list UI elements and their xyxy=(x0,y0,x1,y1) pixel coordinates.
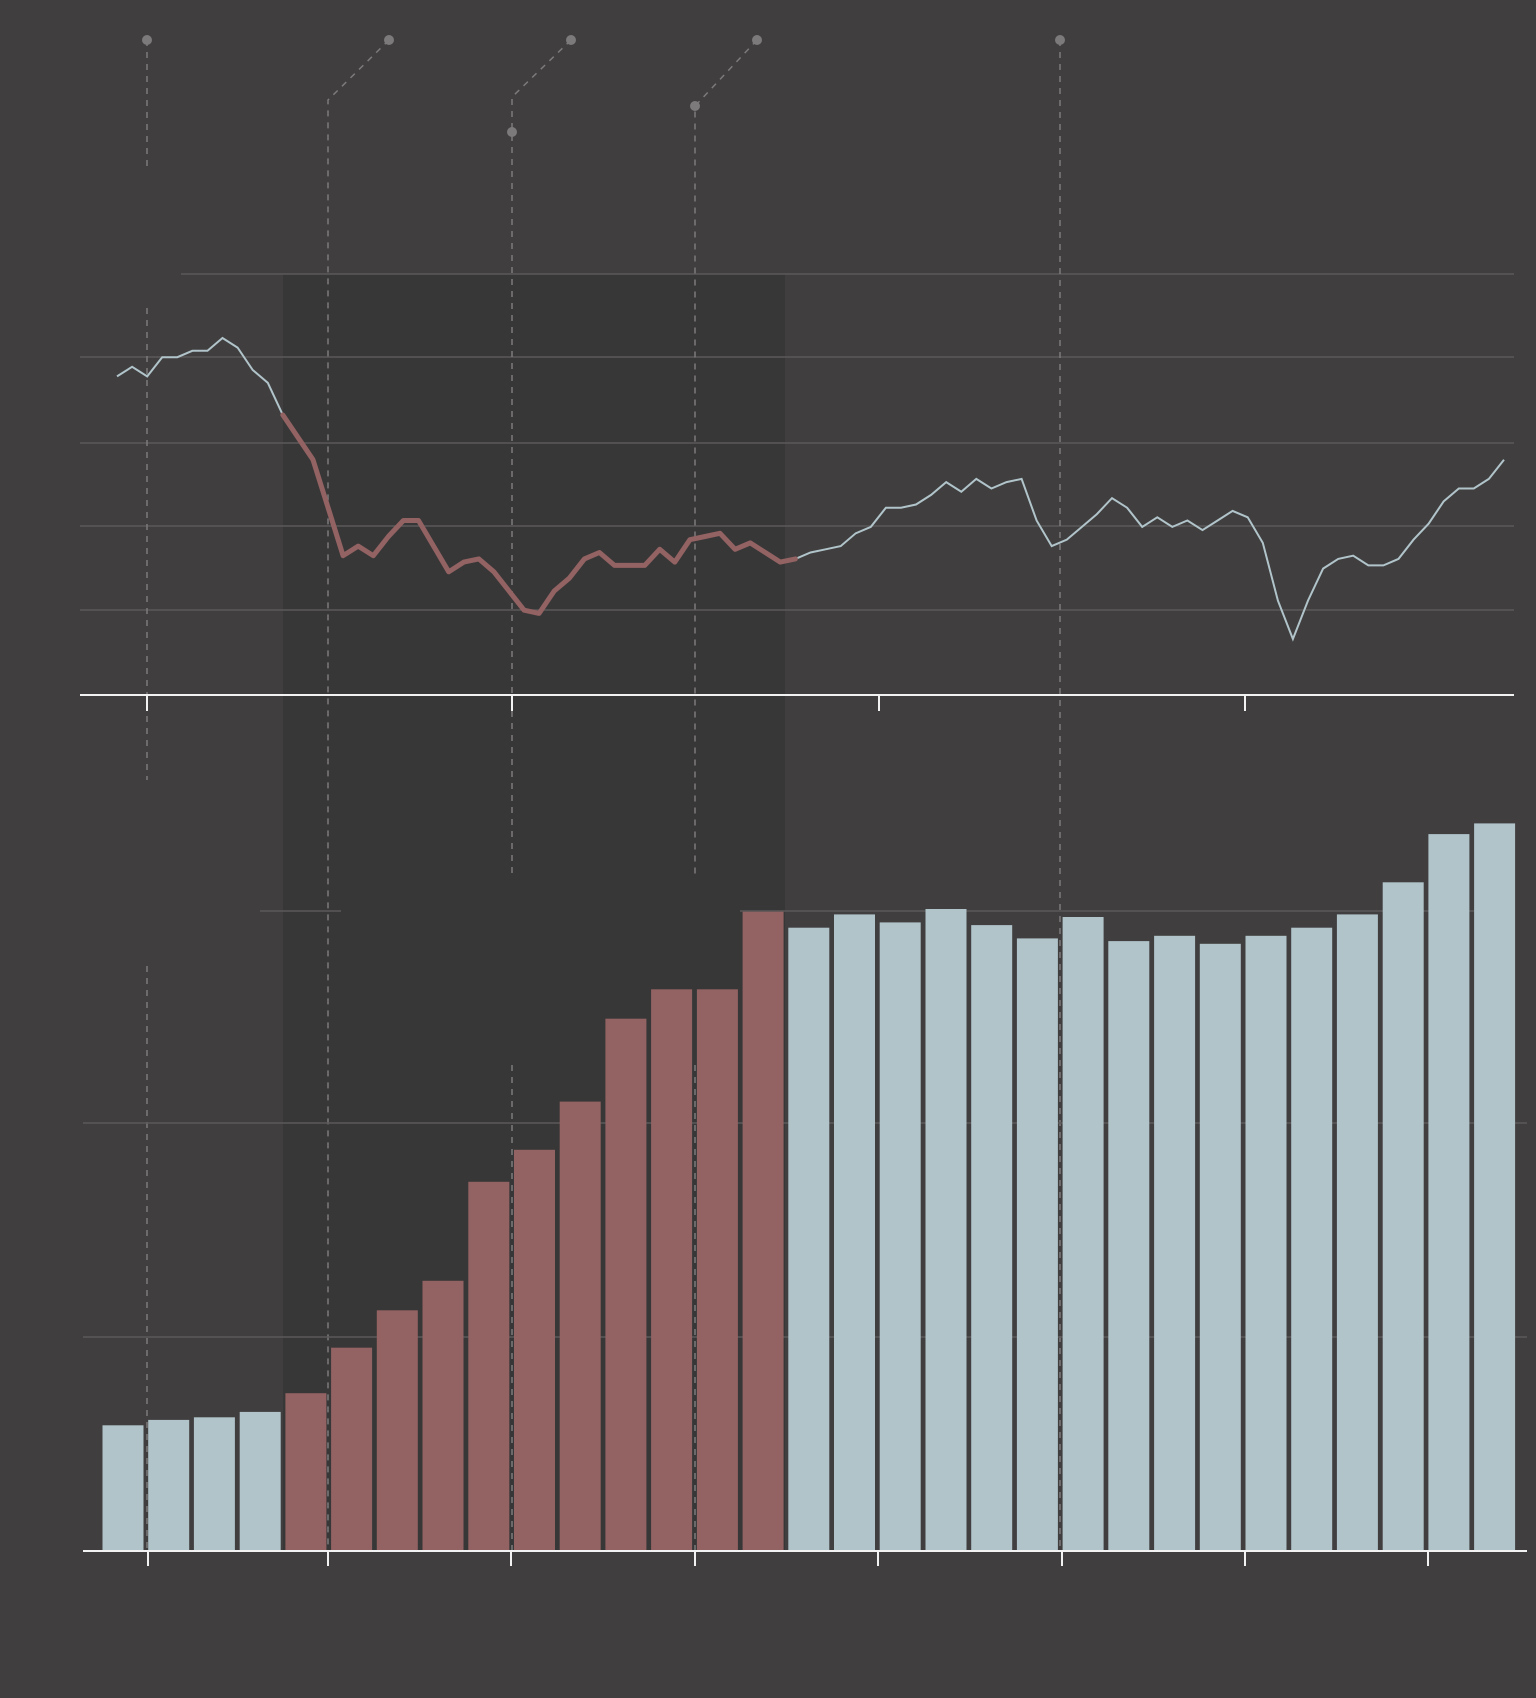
bar xyxy=(1016,938,1058,1551)
bar xyxy=(971,925,1013,1551)
bar xyxy=(1199,943,1241,1551)
bar xyxy=(239,1411,281,1551)
event-annotation-line xyxy=(327,39,390,1551)
bar xyxy=(422,1280,464,1551)
bar-chart xyxy=(83,823,1527,1566)
line-series-highlighted xyxy=(280,412,798,616)
event-marker-dot xyxy=(566,35,576,45)
event-marker-dot xyxy=(752,35,762,45)
bar xyxy=(925,909,967,1551)
event-marker-dot xyxy=(142,35,152,45)
line-series-before xyxy=(116,336,284,416)
bar xyxy=(468,1181,510,1551)
line-chart-gridlines xyxy=(80,273,1514,611)
event-annotation-line xyxy=(694,39,758,875)
bar xyxy=(102,1425,144,1551)
bar xyxy=(879,922,921,1551)
bar xyxy=(285,1393,327,1551)
bar xyxy=(559,1101,601,1551)
line-series-after xyxy=(795,459,1505,642)
bar xyxy=(605,1018,647,1551)
bar xyxy=(1062,917,1104,1551)
bar xyxy=(1154,935,1196,1552)
event-annotation-lines xyxy=(146,39,1061,1551)
bar xyxy=(696,989,738,1552)
bar-chart-x-axis xyxy=(83,1550,1527,1566)
bar xyxy=(1474,823,1516,1551)
bar xyxy=(376,1310,418,1552)
bar xyxy=(651,989,693,1552)
bar xyxy=(148,1419,190,1551)
event-annotation-line xyxy=(511,39,572,875)
event-marker-dot xyxy=(1055,35,1065,45)
bar xyxy=(514,1149,555,1552)
bar xyxy=(193,1417,235,1552)
event-marker-dot xyxy=(384,35,394,45)
bar xyxy=(331,1347,373,1551)
bar xyxy=(1291,927,1333,1551)
bar xyxy=(1382,882,1424,1552)
event-markers xyxy=(142,35,1065,137)
bar xyxy=(1428,834,1470,1551)
event-marker-dot xyxy=(690,101,700,111)
bar xyxy=(1108,941,1150,1551)
line-chart-x-axis xyxy=(80,694,1514,711)
event-marker-dot xyxy=(507,127,517,137)
bar xyxy=(742,911,784,1551)
bar xyxy=(834,914,875,1551)
line-series xyxy=(116,336,1505,642)
bar xyxy=(788,927,830,1551)
bar xyxy=(1336,914,1378,1551)
line-chart xyxy=(80,35,1514,1551)
bar-series xyxy=(102,823,1516,1552)
bar xyxy=(1245,935,1287,1552)
